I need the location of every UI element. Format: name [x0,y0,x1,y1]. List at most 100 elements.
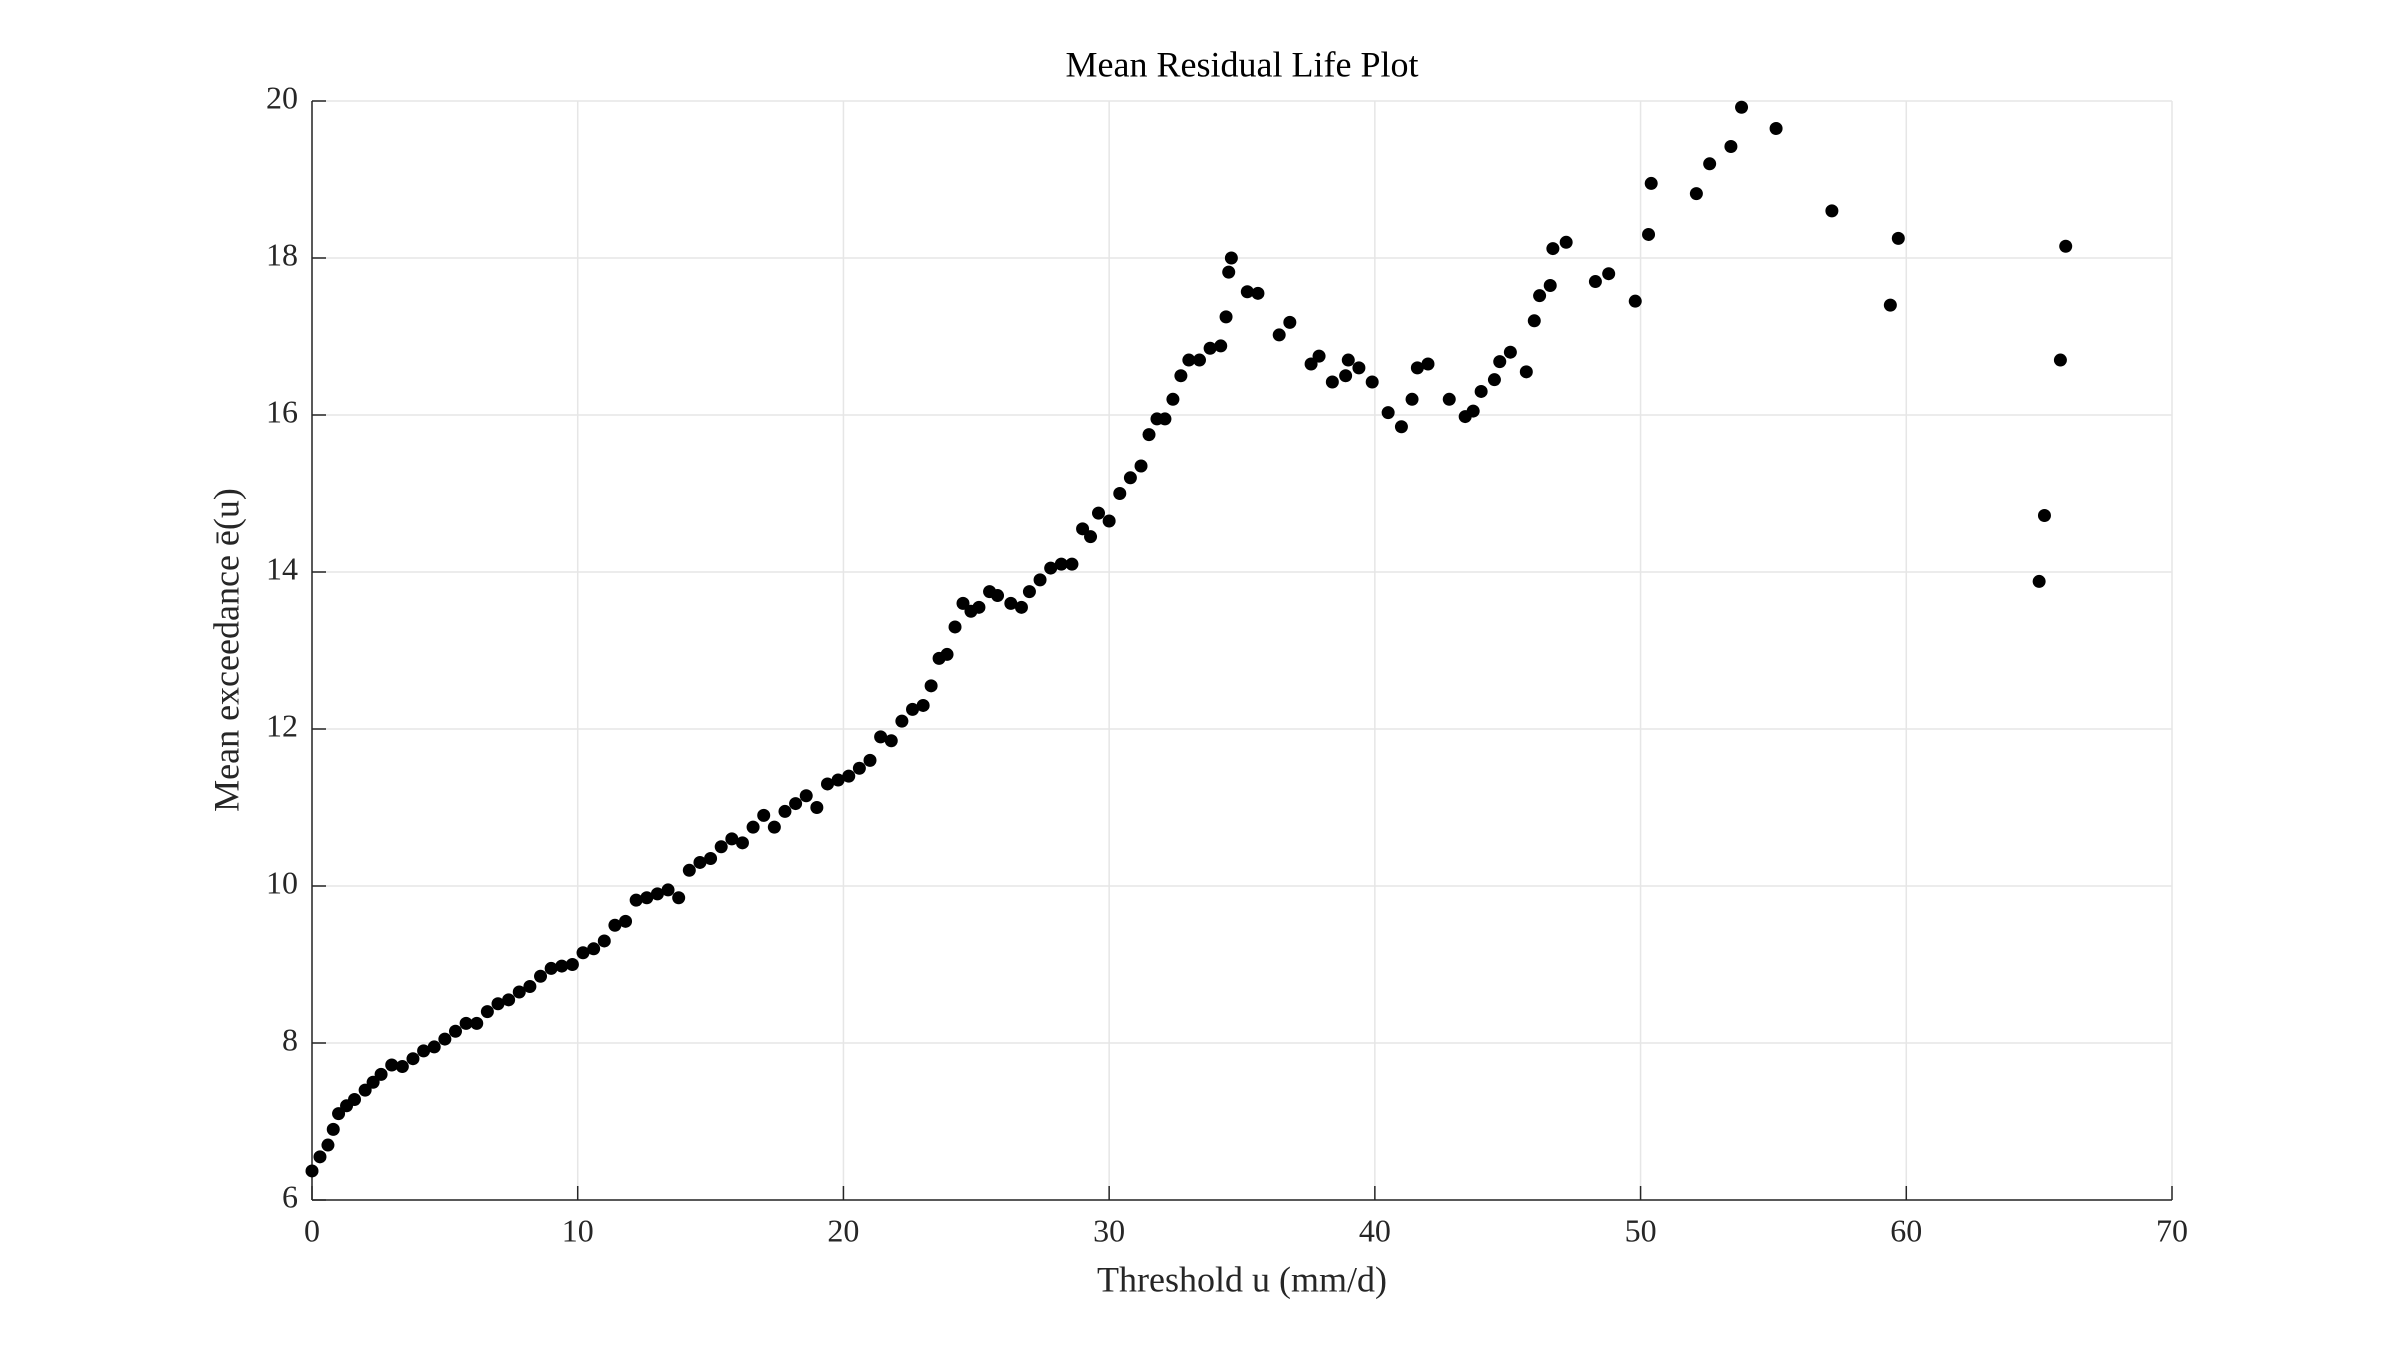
point [1474,384,1488,398]
point [884,734,898,748]
point [924,679,938,693]
point [714,840,728,854]
point [1283,315,1297,329]
point [576,946,590,960]
x-tick-label: 50 [1625,1212,1657,1248]
point [629,893,643,907]
point [523,979,537,993]
point [842,769,856,783]
point [305,1164,319,1178]
point [366,1075,380,1089]
y-tick-label: 10 [266,864,298,900]
point [2053,353,2067,367]
point [1092,506,1106,520]
point [2059,239,2073,253]
point [1703,157,1717,171]
point [1442,392,1456,406]
y-tick-label: 20 [266,79,298,115]
point [916,698,930,712]
point [427,1040,441,1054]
y-tick-label: 8 [282,1021,298,1057]
point [1325,375,1339,389]
y-tick-label: 12 [266,707,298,743]
point [757,808,771,822]
point [682,863,696,877]
point [1065,557,1079,571]
point [358,1083,372,1097]
point [1883,298,1897,312]
point [491,997,505,1011]
point [1487,373,1501,387]
point [948,620,962,634]
point [1493,355,1507,369]
point [438,1032,452,1046]
point [1123,471,1137,485]
point [2032,574,2046,588]
y-axis-label: Mean exceedance ē(u) [206,488,246,812]
point [395,1060,409,1074]
point [1628,294,1642,308]
x-tick-label: 70 [2156,1212,2188,1248]
point [597,934,611,948]
point [725,832,739,846]
y-tick-label: 16 [266,393,298,429]
point [1102,514,1116,528]
point [374,1067,388,1081]
y-tick-label: 14 [266,550,298,586]
point [326,1122,340,1136]
point [831,773,845,787]
point [1054,557,1068,571]
point [704,852,718,866]
point [1559,235,1573,249]
point [417,1044,431,1058]
point [502,993,516,1007]
point [480,1005,494,1019]
point [1203,341,1217,355]
point [820,777,834,791]
point [1891,231,1905,245]
point [1527,314,1541,328]
point [313,1150,327,1164]
point [512,985,526,999]
point [810,801,824,814]
point [1421,357,1435,371]
point [1341,353,1355,367]
point [448,1024,462,1038]
point [544,961,558,975]
point [1689,187,1703,201]
point [555,959,569,973]
point [956,596,970,610]
point [1182,353,1196,367]
point [1410,361,1424,375]
point [587,942,601,956]
point [534,969,548,983]
x-tick-label: 0 [304,1212,320,1248]
point [1724,140,1738,154]
point [459,1016,473,1030]
point [693,855,707,869]
point [406,1052,420,1066]
marks [305,100,2073,1178]
point [1352,361,1366,375]
point [1503,345,1517,359]
axes: 0 10 20 30 40 50 60 70 6 8 10 12 14 16 18 20 [266,79,2188,1248]
point [2037,508,2051,522]
point [1224,251,1238,265]
point [789,797,803,811]
point [895,714,909,728]
point [1769,121,1783,135]
point [1339,369,1353,383]
point [1394,420,1408,434]
point [799,789,813,803]
y-tick-label: 6 [282,1178,298,1214]
point [1222,265,1236,279]
y-tick-label: 18 [266,236,298,272]
x-tick-label: 10 [562,1212,594,1248]
x-tick-label: 30 [1093,1212,1125,1248]
point [1192,353,1206,367]
point [906,702,920,716]
point [1214,339,1228,353]
point [1642,227,1656,241]
